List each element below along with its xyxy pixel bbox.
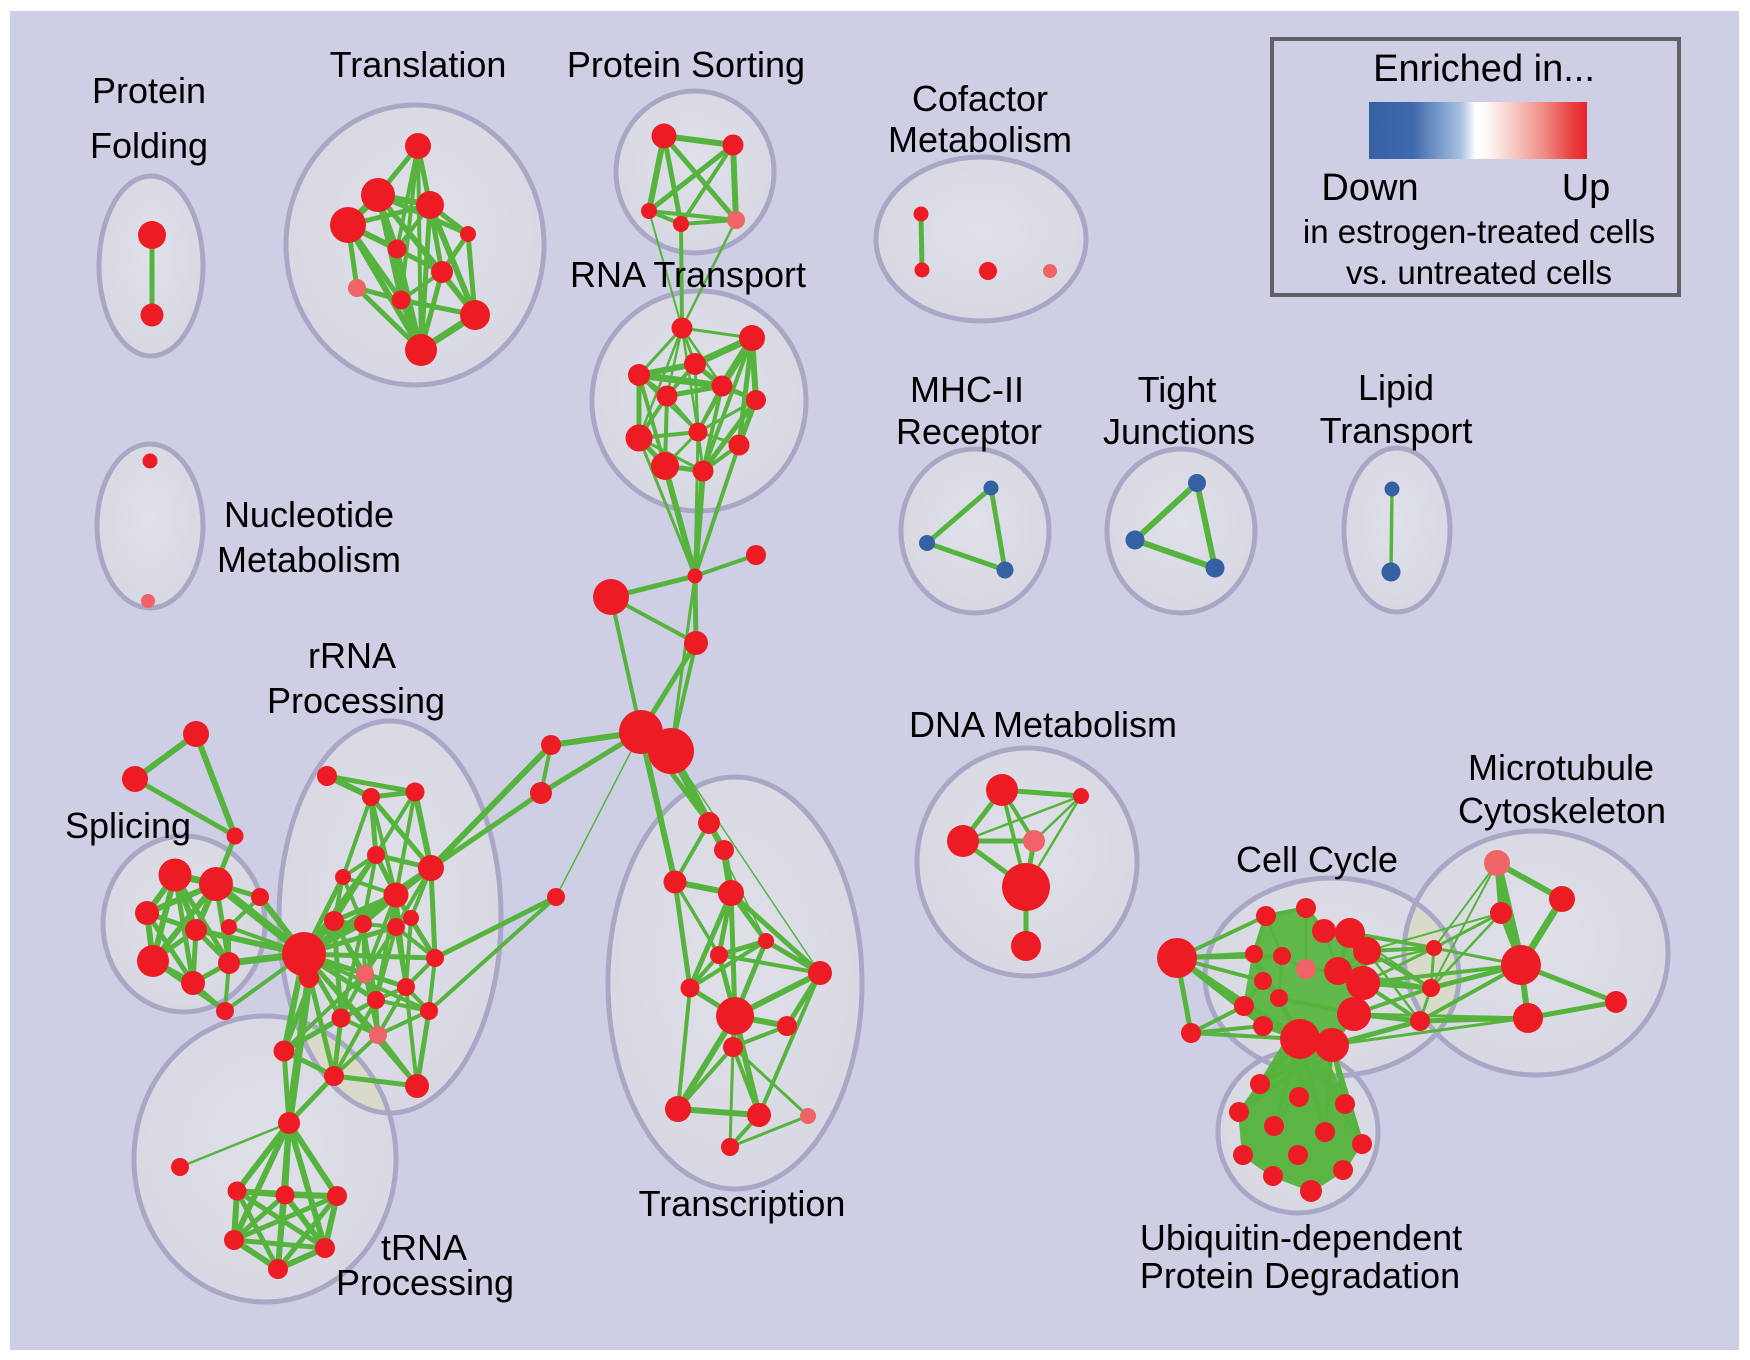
svg-text:Processing: Processing: [267, 680, 445, 721]
svg-text:Protein Degradation: Protein Degradation: [1140, 1255, 1460, 1296]
svg-text:DNA Metabolism: DNA Metabolism: [909, 704, 1177, 745]
svg-text:Tight: Tight: [1138, 369, 1217, 410]
svg-text:in estrogen-treated cells: in estrogen-treated cells: [1303, 213, 1655, 250]
svg-text:Splicing: Splicing: [65, 805, 191, 846]
svg-text:MHC-II: MHC-II: [910, 369, 1024, 410]
svg-text:RNA Transport: RNA Transport: [570, 254, 806, 295]
svg-text:Protein: Protein: [92, 70, 206, 111]
svg-text:vs. untreated cells: vs. untreated cells: [1346, 254, 1612, 291]
svg-text:Enriched in...: Enriched in...: [1373, 48, 1595, 90]
svg-text:rRNA: rRNA: [308, 635, 396, 676]
svg-text:Transport: Transport: [1320, 410, 1473, 451]
svg-text:Down: Down: [1321, 167, 1418, 209]
svg-text:Cell Cycle: Cell Cycle: [1236, 839, 1398, 880]
svg-text:Folding: Folding: [90, 125, 208, 166]
svg-text:Cytoskeleton: Cytoskeleton: [1458, 790, 1666, 831]
svg-text:tRNA: tRNA: [381, 1227, 467, 1268]
svg-text:Up: Up: [1562, 167, 1611, 209]
svg-text:Cofactor: Cofactor: [912, 78, 1048, 119]
svg-text:Transcription: Transcription: [639, 1183, 846, 1224]
svg-text:Metabolism: Metabolism: [888, 119, 1072, 160]
svg-text:Processing: Processing: [336, 1262, 514, 1303]
svg-text:Receptor: Receptor: [896, 411, 1042, 452]
svg-text:Protein Sorting: Protein Sorting: [567, 44, 805, 85]
svg-text:Junctions: Junctions: [1103, 411, 1255, 452]
svg-text:Ubiquitin-dependent: Ubiquitin-dependent: [1140, 1217, 1462, 1258]
svg-text:Metabolism: Metabolism: [217, 539, 401, 580]
svg-text:Nucleotide: Nucleotide: [224, 494, 394, 535]
svg-text:Translation: Translation: [330, 44, 507, 85]
svg-text:Microtubule: Microtubule: [1468, 747, 1654, 788]
svg-text:Lipid: Lipid: [1358, 367, 1434, 408]
